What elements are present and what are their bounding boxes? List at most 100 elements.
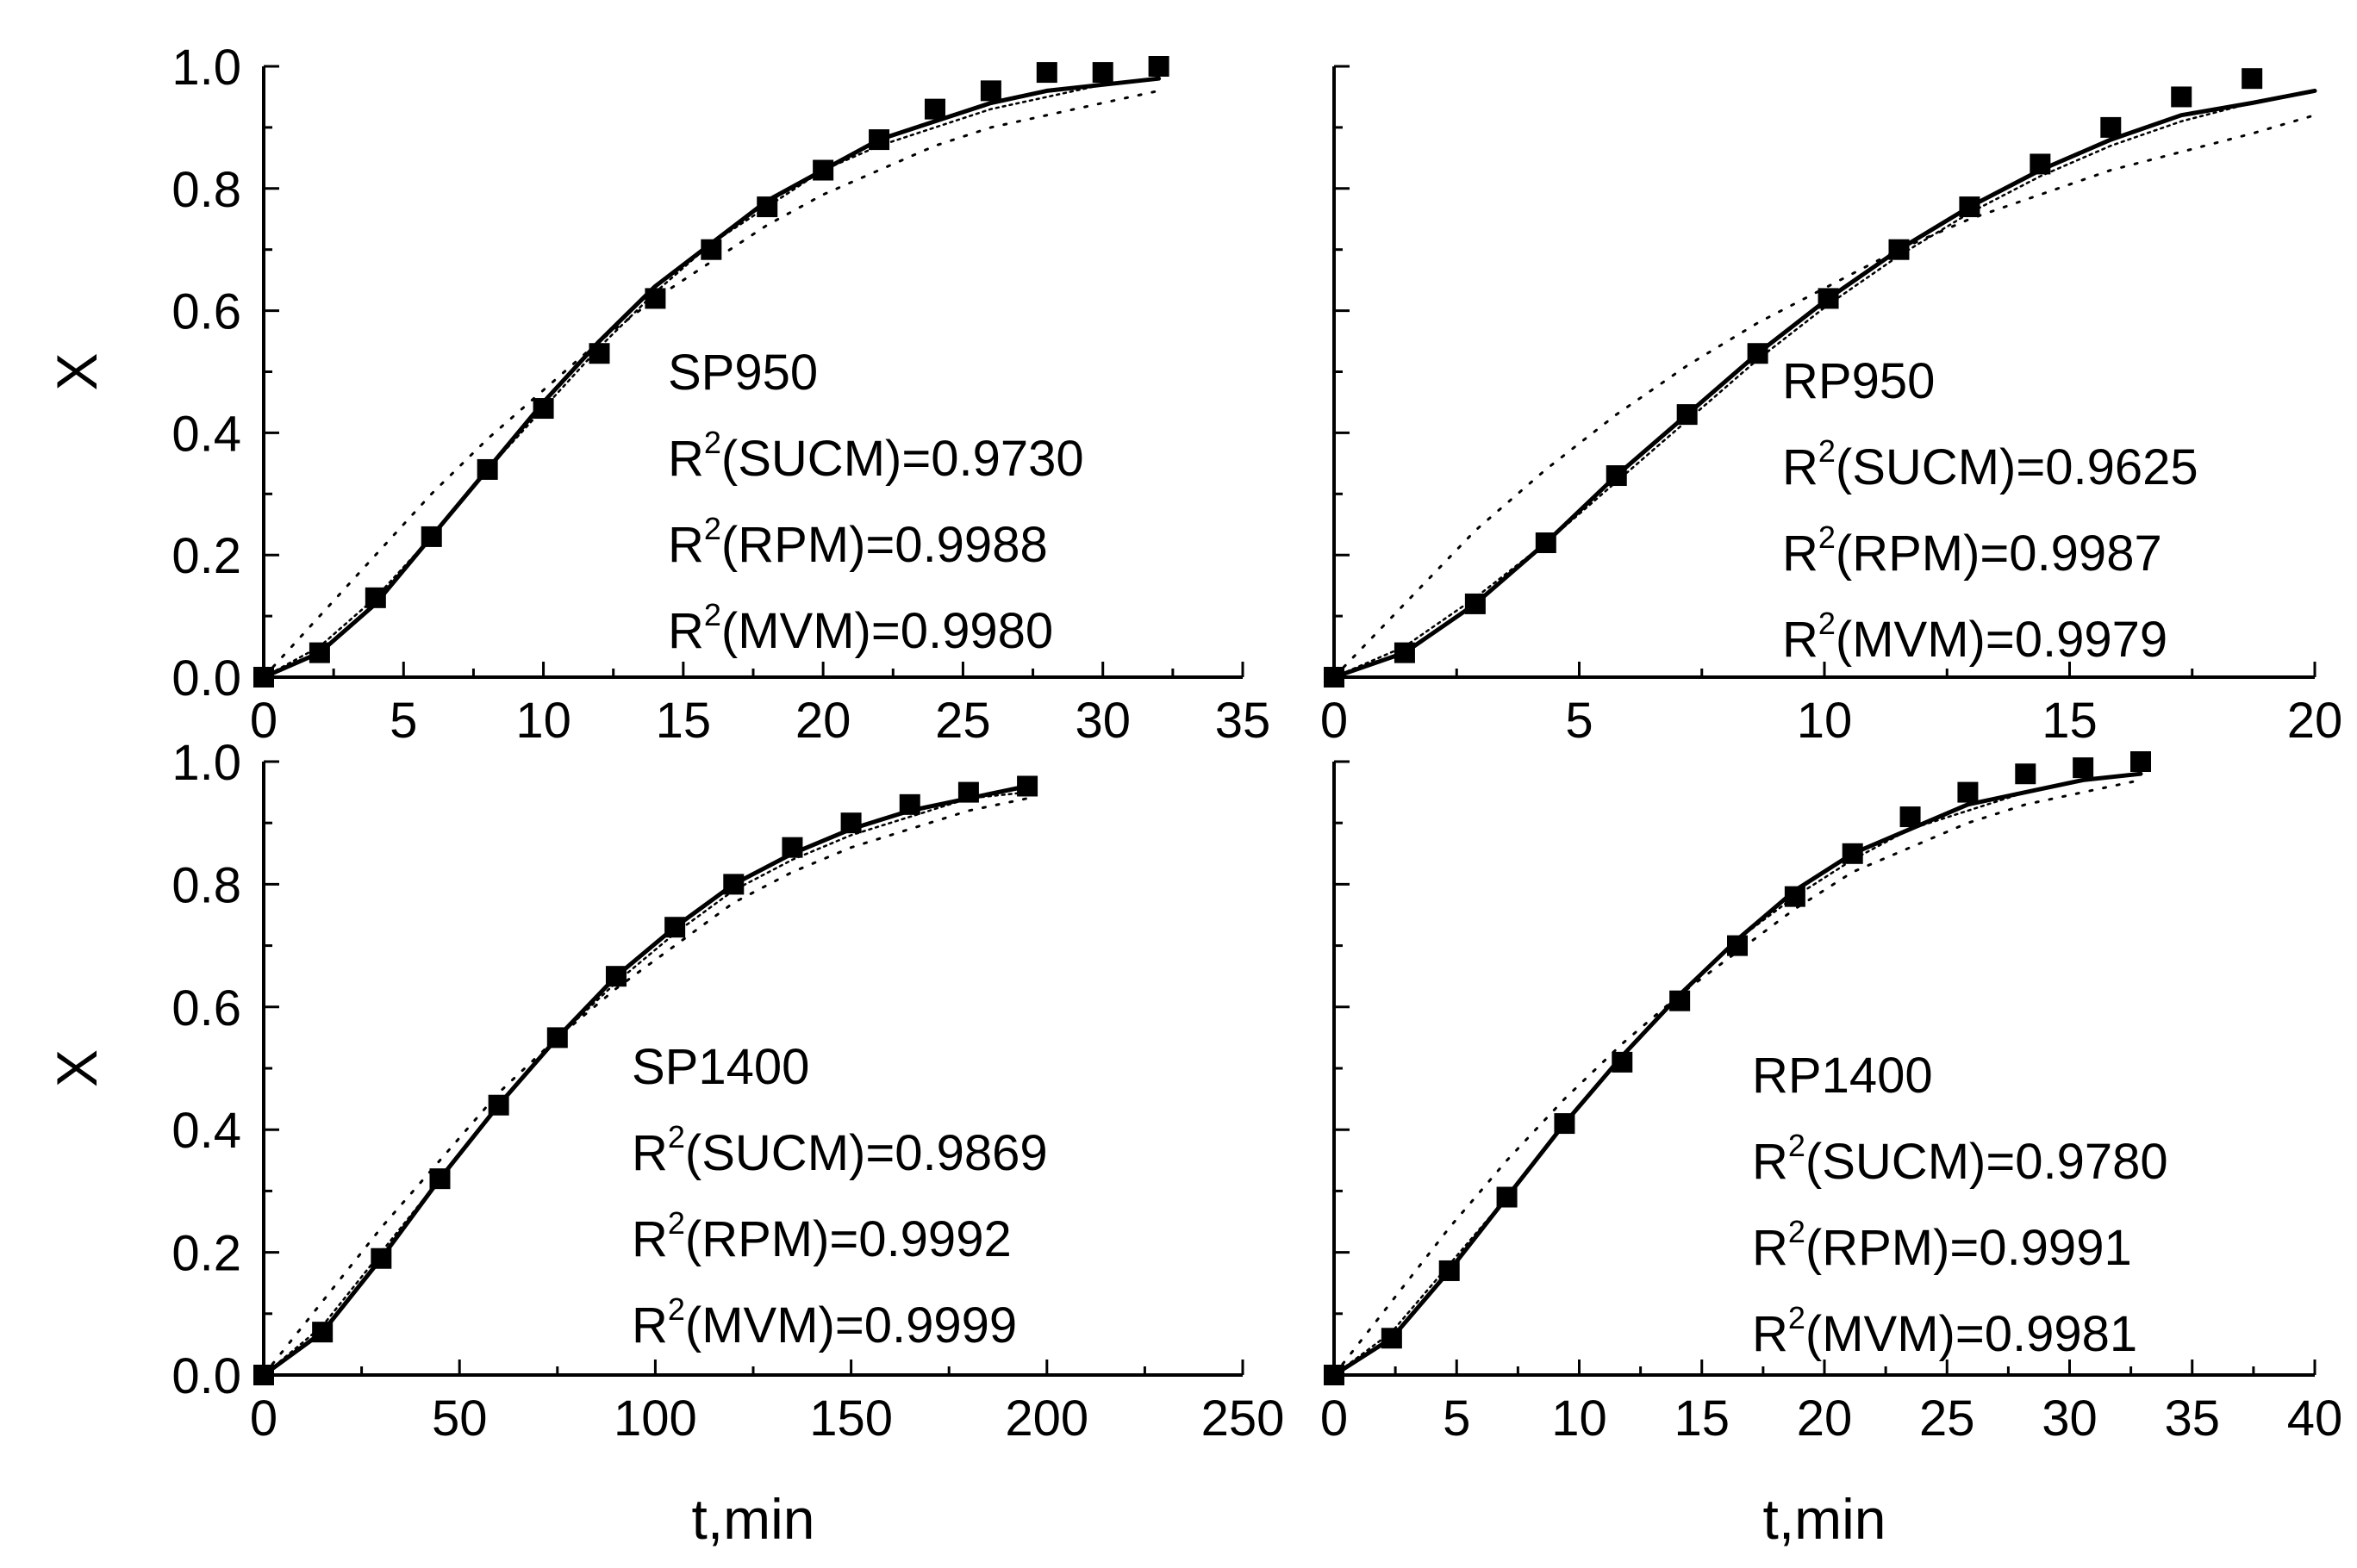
chart-panel-1: 0.00.20.40.60.81.00 5 10 15 20 25 30 35X SP950R2… bbox=[45, 40, 1270, 749]
r2-superscript: 2 bbox=[1788, 1128, 1805, 1163]
x-tick-label: 5 bbox=[1443, 1391, 1470, 1447]
x-tick-label: 250 bbox=[1201, 1391, 1285, 1447]
r2-symbol: R bbox=[1752, 1220, 1788, 1276]
x-tick-label: 50 bbox=[432, 1391, 488, 1447]
panels: 0.00.20.40.60.81.00 5 10 15 20 25 30 35X SP950R2… bbox=[45, 40, 2342, 1551]
r2-symbol: R bbox=[1782, 612, 1818, 668]
x-tick-label: 100 bbox=[614, 1391, 697, 1447]
data-point bbox=[2100, 116, 2122, 138]
annotation-r2-line: R2(SUCM)=0.9730 bbox=[668, 425, 1084, 487]
x-tick-label: 0 bbox=[1320, 1391, 1348, 1447]
x-tick-label: 15 bbox=[656, 693, 712, 749]
annotation-r2-line: R2(SUCM)=0.9625 bbox=[1782, 433, 2198, 495]
r2-value: (MVM)=0.9979 bbox=[1836, 612, 2167, 668]
x-tick-label: 5 bbox=[390, 693, 417, 749]
r2-value: (MVM)=0.9981 bbox=[1805, 1306, 2137, 1362]
r2-value: (RPM)=0.9991 bbox=[1805, 1220, 2132, 1276]
annotation-r2-line: R2(MVM)=0.9980 bbox=[668, 597, 1053, 659]
y-tick-label: 1.0 bbox=[171, 735, 241, 791]
r2-value: (MVM)=0.9999 bbox=[685, 1297, 1017, 1353]
series-line-solid bbox=[261, 784, 1030, 1378]
r2-symbol: R bbox=[632, 1211, 668, 1267]
r2-superscript: 2 bbox=[1818, 606, 1836, 641]
x-tick-label: 15 bbox=[2042, 693, 2098, 749]
annotation-sample-name: SP950 bbox=[668, 345, 818, 401]
annotation-r2-line: R2(MVM)=0.9981 bbox=[1752, 1300, 2137, 1362]
r2-superscript: 2 bbox=[1818, 520, 1836, 555]
annotation-block: SP1400R2(SUCM)=0.9869R2(RPM)=0.9992R2(MV… bbox=[632, 1039, 1048, 1353]
y-tick-label: 0.6 bbox=[171, 980, 241, 1036]
data-point bbox=[1092, 62, 1113, 84]
data-point bbox=[2171, 86, 2192, 108]
annotation-r2-line: R2(MVM)=0.9999 bbox=[632, 1291, 1017, 1353]
data-point bbox=[1148, 56, 1169, 77]
data-point bbox=[1899, 806, 1921, 828]
x-tick-label: 10 bbox=[1551, 1391, 1607, 1447]
x-tick-label: 10 bbox=[1797, 693, 1853, 749]
x-tick-label: 25 bbox=[1919, 1391, 1975, 1447]
annotation-block: RP950R2(SUCM)=0.9625R2(RPM)=0.9987R2(MVM… bbox=[1782, 353, 2198, 668]
r2-value: (RPM)=0.9988 bbox=[721, 517, 1048, 573]
r2-superscript: 2 bbox=[668, 1291, 685, 1327]
x-tick-label: 200 bbox=[1005, 1391, 1088, 1447]
annotation-block: SP950 R2(SUCM)=0.9730 R2(RPM)=0.9988 R2(MVM… bbox=[668, 345, 1084, 659]
r2-value: (SUCM)=0.9780 bbox=[1805, 1134, 2168, 1190]
r2-superscript: 2 bbox=[704, 597, 721, 632]
x-tick-label: 0 bbox=[1320, 693, 1348, 749]
y-tick-label: 0.0 bbox=[171, 1348, 241, 1404]
y-tick-label: 0.4 bbox=[171, 1103, 241, 1159]
x-tick-label: 40 bbox=[2287, 1391, 2343, 1447]
x-tick-label: 30 bbox=[2042, 1391, 2098, 1447]
series-line-short-dash bbox=[1332, 772, 2142, 1377]
x-tick-label: 0 bbox=[250, 1391, 277, 1447]
x-tick-label: 10 bbox=[515, 693, 571, 749]
data-point bbox=[2242, 68, 2263, 90]
annotation-block: RP1400R2(SUCM)=0.9780R2(RPM)=0.9991R2(MV… bbox=[1752, 1048, 2168, 1362]
x-tick-label: 0 bbox=[250, 693, 277, 749]
y-axis-title: X bbox=[45, 1049, 109, 1087]
x-tick-label: 35 bbox=[1215, 693, 1271, 749]
y-tick-label: 0.6 bbox=[171, 284, 241, 340]
r2-superscript: 2 bbox=[704, 511, 721, 546]
series-line-short-dash bbox=[1332, 90, 2316, 679]
r2-value: (MVM)=0.9980 bbox=[721, 603, 1053, 659]
y-tick-label: 0.4 bbox=[171, 406, 241, 462]
r2-value: (RPM)=0.9992 bbox=[685, 1211, 1012, 1267]
annotation-r2-line: R2(SUCM)=0.9780 bbox=[1752, 1128, 2168, 1190]
series-line-solid bbox=[1331, 88, 2317, 680]
r2-superscript: 2 bbox=[1788, 1300, 1805, 1335]
x-tick-label: 20 bbox=[2287, 693, 2343, 749]
annotation-sample-name: RP950 bbox=[1782, 353, 1935, 409]
x-axis-title: t,min bbox=[1762, 1487, 1886, 1551]
y-axis-title: X bbox=[45, 352, 109, 390]
x-tick-label: 35 bbox=[2164, 1391, 2220, 1447]
x-tick-label: 20 bbox=[1797, 1391, 1853, 1447]
r2-value: (SUCM)=0.9869 bbox=[685, 1125, 1048, 1181]
y-tick-label: 0.0 bbox=[171, 650, 241, 706]
data-point bbox=[924, 98, 945, 120]
x-tick-label: 20 bbox=[795, 693, 851, 749]
r2-value: (SUCM)=0.9730 bbox=[721, 431, 1084, 487]
annotation-sample-name: SP1400 bbox=[632, 1039, 809, 1095]
annotation-r2-line: R2(RPM)=0.9987 bbox=[1782, 520, 2162, 582]
r2-superscript: 2 bbox=[668, 1119, 685, 1154]
y-tick-label: 0.8 bbox=[171, 162, 241, 218]
chart-panel-3: 0.0 0.2 0.4 0.6 0.8 1.0 0 50 100 150 200 250 Xt,min S… bbox=[45, 735, 1284, 1551]
data-point bbox=[2130, 751, 2152, 772]
r2-value: (RPM)=0.9987 bbox=[1836, 526, 2162, 582]
x-tick-label: 30 bbox=[1075, 693, 1131, 749]
r2-value: (SUCM)=0.9625 bbox=[1836, 439, 2198, 495]
annotation-r2-line: R2(RPM)=0.9988 bbox=[668, 511, 1048, 573]
r2-symbol: R bbox=[1752, 1134, 1788, 1190]
annotation-sample-name: RP1400 bbox=[1752, 1048, 1933, 1104]
x-axis-title: t,min bbox=[691, 1487, 814, 1551]
series-line-short-dash bbox=[262, 791, 1029, 1377]
y-tick-label: 0.8 bbox=[171, 857, 241, 913]
annotation-r2-line: R2(RPM)=0.9991 bbox=[1752, 1214, 2132, 1276]
y-tick-label: 0.2 bbox=[171, 528, 241, 584]
r2-symbol: R bbox=[1782, 439, 1818, 495]
r2-symbol: R bbox=[1752, 1306, 1788, 1362]
r2-superscript: 2 bbox=[1818, 433, 1836, 469]
x-tick-label: 150 bbox=[809, 1391, 893, 1447]
